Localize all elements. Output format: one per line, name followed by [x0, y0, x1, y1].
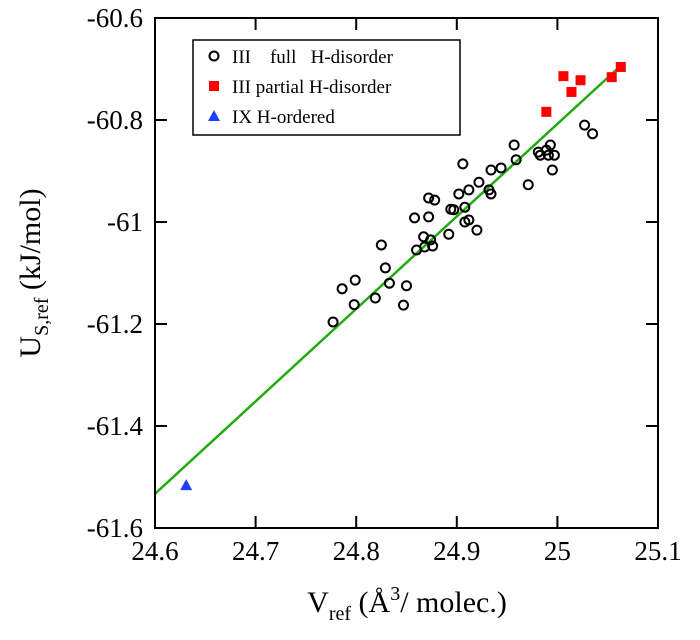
y-label-sub: S,ref — [31, 297, 53, 336]
x-label-sup: 3 — [390, 583, 400, 605]
point — [615, 61, 626, 72]
point — [423, 192, 435, 204]
x-label-end: / molec.) — [400, 586, 507, 619]
point — [522, 179, 534, 191]
legend-marker — [208, 110, 220, 121]
y-tick-label: -60.6 — [87, 3, 143, 33]
y-axis-label: US,ref (kJ/mol) — [14, 188, 53, 357]
point — [459, 201, 471, 213]
point — [429, 194, 441, 206]
legend-box — [192, 39, 461, 136]
point — [448, 204, 460, 216]
y-tick-label: -61.2 — [87, 309, 143, 339]
point — [542, 149, 554, 161]
point — [485, 164, 497, 176]
point — [348, 299, 360, 311]
x-tick-label: 25.1 — [634, 536, 681, 566]
x-tick-label: 25 — [544, 536, 571, 566]
point — [180, 479, 193, 491]
y-label-rest: (kJ/mol) — [14, 188, 47, 297]
point — [575, 75, 586, 86]
y-label-main: U — [14, 336, 47, 358]
legend-label: III partial H-disorder — [232, 77, 392, 98]
point — [409, 212, 421, 224]
plot-frame — [154, 17, 659, 529]
point — [383, 277, 395, 289]
point — [423, 211, 435, 223]
x-label-rest: (Å — [351, 586, 390, 619]
point — [453, 188, 465, 200]
point — [544, 139, 556, 151]
point — [375, 239, 387, 251]
point — [463, 214, 475, 226]
point — [369, 292, 381, 304]
legend-marker — [209, 81, 219, 91]
x-tick-label: 24.8 — [333, 536, 380, 566]
y-tick-label: -61 — [107, 207, 143, 237]
point — [495, 162, 507, 174]
point — [473, 176, 485, 188]
point — [510, 154, 522, 166]
x-axis-label: Vref (Å3/ molec.) — [307, 583, 507, 625]
x-tick-label: 24.7 — [232, 536, 279, 566]
x-tick-label: 24.9 — [433, 536, 480, 566]
point — [558, 71, 569, 82]
legend-marker — [208, 50, 220, 62]
point — [379, 262, 391, 274]
point — [508, 139, 520, 151]
legend-label: IX H-ordered — [232, 107, 335, 128]
y-tick-label: -61.4 — [87, 411, 144, 441]
point — [401, 280, 412, 292]
point — [587, 128, 599, 140]
legend-label: III full H-disorder — [232, 47, 394, 68]
x-label-main: V — [307, 586, 329, 619]
point — [443, 228, 455, 240]
point — [471, 224, 483, 236]
x-label-sub: ref — [329, 603, 352, 625]
point — [463, 184, 475, 196]
x-tick-label: 24.6 — [131, 536, 178, 566]
point — [548, 149, 560, 161]
point — [336, 283, 348, 295]
y-tick-label: -60.8 — [87, 105, 143, 135]
point — [566, 86, 577, 97]
point — [541, 106, 552, 117]
point — [349, 274, 361, 286]
point — [327, 316, 339, 328]
point — [425, 234, 437, 246]
point — [427, 240, 439, 252]
point — [457, 158, 469, 170]
point — [546, 164, 558, 176]
point — [397, 299, 409, 311]
y-tick-label: -61.6 — [87, 513, 143, 543]
point — [606, 72, 617, 83]
point — [485, 188, 497, 200]
point — [579, 119, 591, 131]
